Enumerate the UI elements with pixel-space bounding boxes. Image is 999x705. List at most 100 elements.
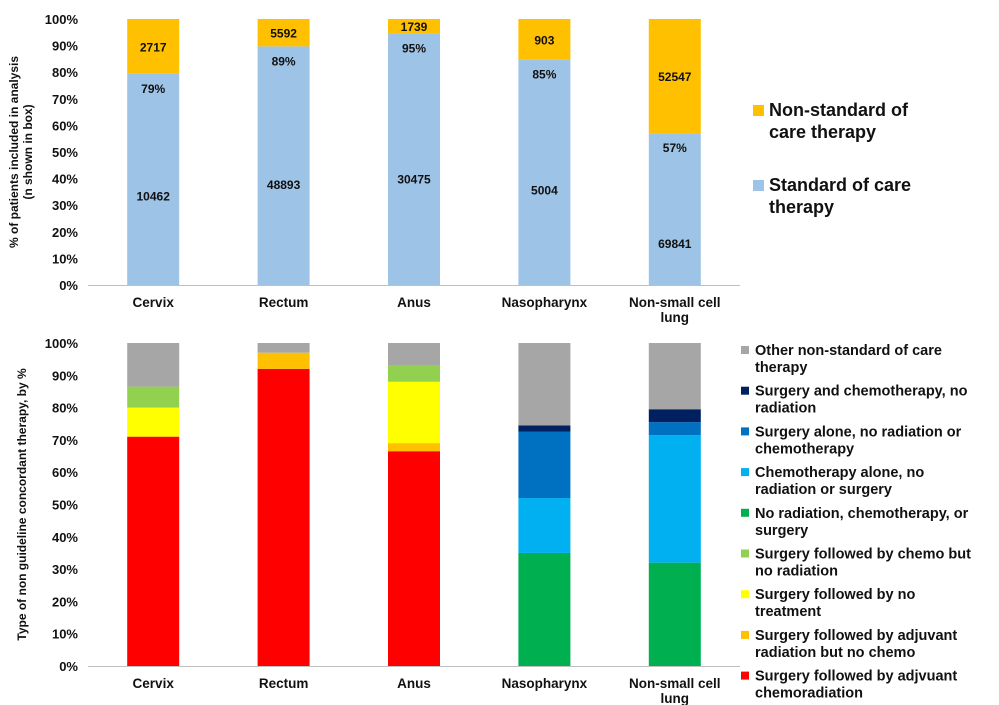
data-label-count: 5592 [270,27,297,41]
legend-swatch [741,508,749,517]
bar-segment [518,425,571,432]
data-label-count: 903 [534,33,554,47]
legend-entry: Surgery followed by no treatment [755,587,915,620]
x-tick-label: Nasopharynx [502,295,588,310]
y-tick-label: 100% [45,336,79,351]
bar-segment [388,443,440,452]
y-tick-label: 90% [52,39,78,54]
legend-entry: No radiation, chemotherapy, or surgery [755,506,969,539]
bar-segment [127,386,180,408]
y-tick-label: 70% [52,433,78,448]
legend-entry: Surgery followed by adjvuant chemoradiati… [755,669,957,702]
y-tick-label: 40% [52,172,78,187]
data-label-count: 10462 [137,189,171,203]
bar-segment [518,343,571,426]
legend-swatch [741,427,749,436]
bar-segment [518,552,571,666]
legend-entry: Surgery alone, no radiation or chemothera… [755,424,962,457]
bar-segment [388,365,440,382]
y-tick-label: 60% [52,118,78,133]
legend-swatch [741,549,749,558]
bar-segment [257,19,310,47]
y-tick-label: 100% [45,12,79,27]
legend-swatch [753,105,764,116]
y-axis-title: % of patients included in analysis(n sho… [7,56,35,248]
legend-entry: Surgery followed by adjuvant radiation bu… [755,628,957,661]
data-label-count: 30475 [397,172,431,186]
bar-segment [257,343,310,353]
data-label-count: 1739 [401,20,428,34]
data-label-count: 52547 [658,70,692,84]
bar-segment [518,19,571,60]
legend-entry: Other non-standard of care therapy [755,343,942,376]
x-tick-label: Non-small cell lung [629,295,721,325]
x-tick-label: Cervix [133,676,175,691]
bar-segment [518,431,571,499]
bar-segment [518,498,571,553]
legend-entry: Surgery followed by chemo but no radiatio… [755,547,971,580]
bar-segment [648,133,701,285]
data-label-count: 48893 [267,178,301,192]
y-tick-label: 10% [52,627,78,642]
x-tick-label: Cervix [133,295,175,310]
data-label-count: 2717 [140,40,167,54]
y-tick-label: 10% [52,251,78,266]
bar-segment [257,352,310,369]
data-label-count: 69841 [658,237,692,251]
legend-swatch [741,468,749,477]
y-tick-label: 80% [52,65,78,80]
y-tick-label: 20% [52,594,78,609]
data-label-percent: 57% [663,141,687,155]
bar-segment [257,368,310,666]
bar-segment [648,422,701,436]
y-tick-label: 40% [52,530,78,545]
bar-segment [388,451,440,666]
bar-segment [518,59,571,286]
x-tick-label: Non-small cell lung [629,676,721,705]
legend-entry: Surgery and chemotherapy, no radiation [755,384,968,417]
legend-swatch [741,630,749,639]
legend-swatch [741,346,749,354]
x-tick-label: Anus [397,676,431,691]
legend-swatch [741,386,749,395]
bar-segment [127,19,180,74]
y-tick-label: 70% [52,92,78,107]
x-tick-label: Nasopharynx [502,676,588,691]
x-tick-label: Rectum [259,295,309,310]
y-tick-label: 0% [59,659,78,674]
bar-segment [388,19,440,34]
data-label-percent: 85% [532,68,556,82]
legend-entry: Chemotherapy alone, no radiation or surge… [755,465,924,498]
data-label-count: 5004 [531,183,558,197]
legend-swatch [753,180,764,191]
y-tick-label: 0% [59,278,78,293]
data-label-percent: 79% [141,82,165,96]
bar-segment [127,343,180,387]
y-tick-label: 50% [52,145,78,160]
legend-entry: Standard of care therapy [769,175,911,217]
y-tick-label: 30% [52,198,78,213]
bar-segment [648,435,701,563]
x-tick-label: Anus [397,295,431,310]
x-tick-label: Rectum [259,676,309,691]
bar-segment [388,33,440,285]
data-label-percent: 95% [402,41,426,55]
bar-segment [127,73,180,286]
y-tick-label: 20% [52,225,78,240]
bar-segment [388,343,440,366]
bar-segment [388,381,440,444]
y-axis-title: Type of non guideline concordant therapy… [15,368,29,641]
y-tick-label: 80% [52,401,78,416]
legend-entry: Non-standard of care therapy [769,100,909,142]
bar-segment [648,409,701,423]
bar-segment [648,562,701,666]
chart-panel-2: 0% 10% 20% 30% 40% 50% 60% 70% 80% 90% 100% Type of… [15,336,971,705]
chart-panel-1: 0% 10% 20% 30% 40% 50% 60% 70% 80% 90% 100% % of pa… [7,12,911,325]
bar-segment [127,407,180,437]
y-tick-label: 30% [52,562,78,577]
y-tick-label: 90% [52,368,78,383]
y-tick-label: 60% [52,465,78,480]
bar-segment [648,343,701,410]
bar-segment [257,46,310,286]
